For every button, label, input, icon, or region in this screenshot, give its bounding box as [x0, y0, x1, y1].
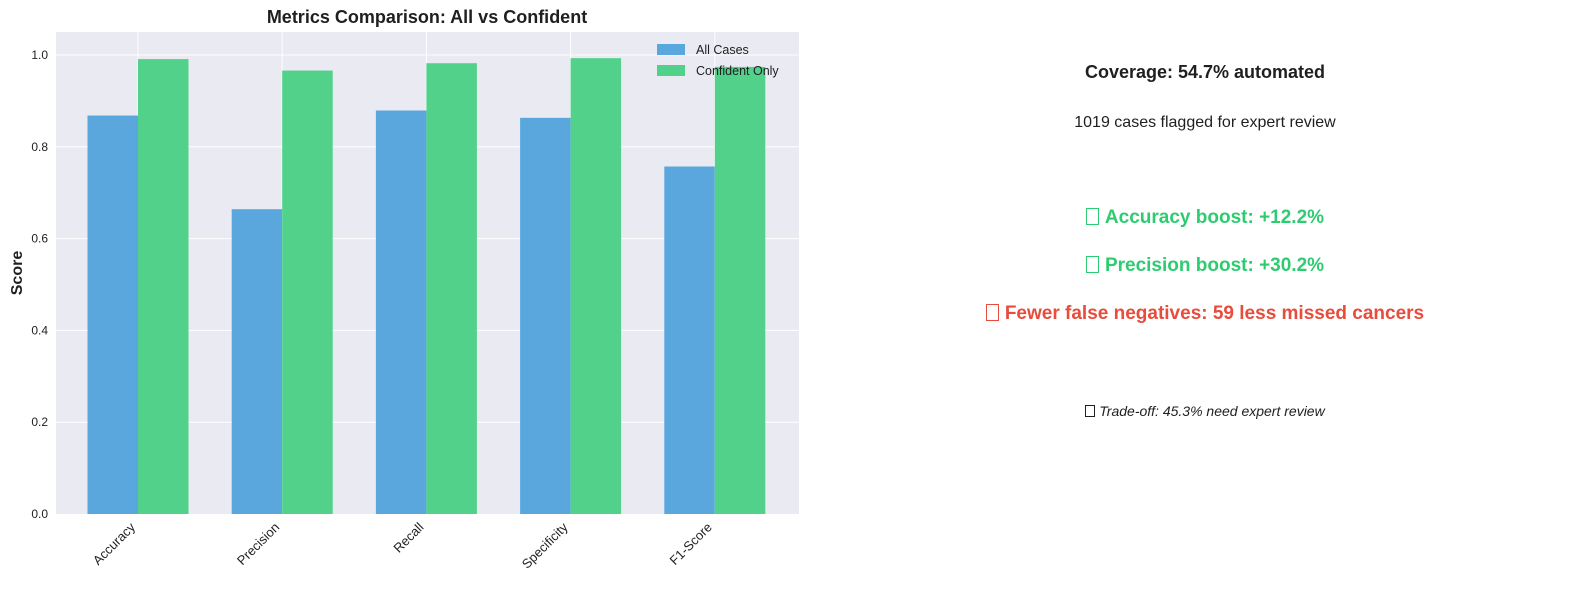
bar-confident-only — [570, 58, 622, 515]
y-tick-label: 1.0 — [31, 48, 48, 62]
missing-glyph-icon — [985, 304, 1000, 321]
precision-boost-line: Precision boost: +30.2% — [880, 255, 1530, 277]
bar-confident-only — [138, 59, 189, 515]
false-negatives-text: Fewer false negatives: 59 less missed ca… — [1004, 303, 1425, 324]
y-tick-label: 0.4 — [31, 323, 48, 337]
bar-confident-only — [714, 66, 766, 514]
tradeoff-text: Trade-off: 45.3% need expert review — [1099, 403, 1325, 419]
accuracy-boost-line: Accuracy boost: +12.2% — [880, 207, 1530, 229]
x-tick-label: F1-Score — [667, 520, 715, 568]
false-negatives-line: Fewer false negatives: 59 less missed ca… — [880, 303, 1530, 325]
bar-all-cases — [231, 209, 283, 514]
missing-glyph-icon — [1085, 208, 1100, 225]
legend-label: All Cases — [696, 43, 749, 57]
missing-glyph-icon — [1085, 256, 1100, 273]
bar-confident-only — [426, 63, 477, 514]
y-tick-label: 0.6 — [31, 232, 48, 246]
missing-glyph-icon — [1085, 405, 1096, 418]
y-tick-label: 0.2 — [31, 415, 48, 429]
legend-swatch — [657, 65, 685, 76]
bar-all-cases — [520, 117, 571, 514]
flagged-cases-text: 1019 cases flagged for expert review — [1074, 114, 1336, 131]
bar-confident-only — [282, 70, 333, 514]
y-tick-label: 0.8 — [31, 140, 48, 154]
coverage-text: Coverage: 54.7% automated — [1084, 62, 1326, 82]
x-tick-labels: Accuracy Precision Recall Specificity F1-Sco… — [90, 519, 715, 571]
legend: All Cases Confident Only — [657, 43, 779, 78]
legend-swatch — [657, 44, 685, 55]
x-tick-label: Recall — [390, 519, 426, 555]
tradeoff-line: Trade-off: 45.3% need expert review — [880, 403, 1530, 419]
chart-title: Metrics Comparison: All vs Confident — [267, 7, 587, 27]
precision-boost-text: Precision boost: +30.2% — [1104, 255, 1325, 276]
bar-series — [87, 58, 766, 515]
legend-label: Confident Only — [696, 64, 779, 78]
y-tick-label: 0.0 — [31, 507, 48, 521]
bar-all-cases — [375, 110, 427, 515]
bar-all-cases — [87, 115, 138, 515]
x-tick-label: Specificity — [519, 519, 571, 571]
bar-all-cases — [664, 166, 715, 514]
y-tick-labels: 0.0 0.2 0.4 0.6 0.8 1.0 — [31, 48, 48, 521]
accuracy-boost-text: Accuracy boost: +12.2% — [1104, 207, 1325, 228]
x-tick-label: Precision — [234, 520, 282, 568]
metrics-comparison-chart: Metrics Comparison: All vs Confident 0.0… — [9, 7, 799, 572]
x-tick-label: Accuracy — [90, 519, 139, 568]
y-axis-label: Score — [9, 251, 26, 296]
